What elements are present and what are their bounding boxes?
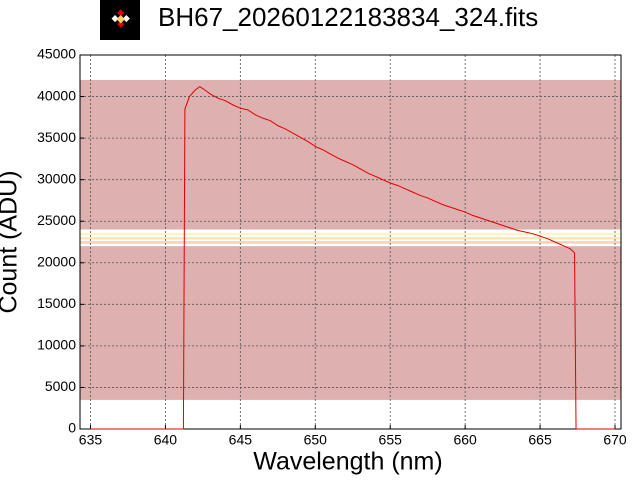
x-tick-label: 660 xyxy=(453,432,477,448)
y-tick-label: 35000 xyxy=(37,129,76,145)
x-tick-label: 655 xyxy=(379,432,403,448)
x-tick-label: 650 xyxy=(304,432,328,448)
shaded-band xyxy=(80,241,621,244)
y-tick-label: 30000 xyxy=(37,170,76,186)
y-axis-label: Count (ADU) xyxy=(0,170,23,313)
x-tick-label: 665 xyxy=(528,432,552,448)
x-tick-label: 645 xyxy=(229,432,253,448)
y-tick-label: 20000 xyxy=(37,253,76,269)
plot-frame xyxy=(79,54,622,430)
x-tick-label: 635 xyxy=(79,432,103,448)
app-icon xyxy=(100,0,140,40)
shaded-band xyxy=(80,79,621,230)
x-axis-label: Wavelength (nm) xyxy=(253,448,442,476)
shaded-band xyxy=(80,237,621,240)
y-tick-label: 0 xyxy=(68,420,76,436)
y-tick-label: 15000 xyxy=(37,295,76,311)
y-tick-label: 5000 xyxy=(45,378,76,394)
x-tick-label: 640 xyxy=(154,432,178,448)
shaded-band xyxy=(80,232,621,236)
spectrum-line xyxy=(90,85,616,430)
chart-title: BH67_20260122183834_324.fits xyxy=(158,2,538,32)
y-tick-label: 45000 xyxy=(37,46,76,62)
shaded-band xyxy=(80,246,621,400)
y-tick-label: 10000 xyxy=(37,337,76,353)
y-tick-label: 40000 xyxy=(37,87,76,103)
y-tick-label: 25000 xyxy=(37,212,76,228)
x-tick-label: 670 xyxy=(603,432,627,448)
